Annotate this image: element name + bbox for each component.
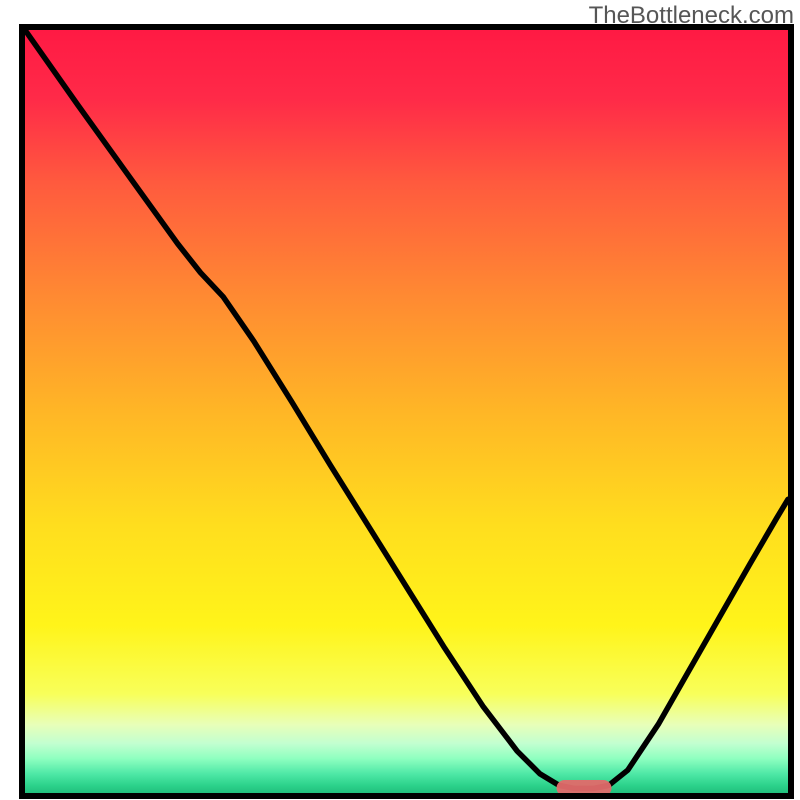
- curve-path: [25, 30, 788, 788]
- bottleneck-curve: [25, 30, 788, 793]
- plot-area: [19, 24, 794, 799]
- plot-inner: [25, 30, 788, 793]
- optimal-marker: [557, 780, 612, 793]
- chart-frame: { "watermark": { "text": "TheBottleneck.…: [0, 0, 800, 800]
